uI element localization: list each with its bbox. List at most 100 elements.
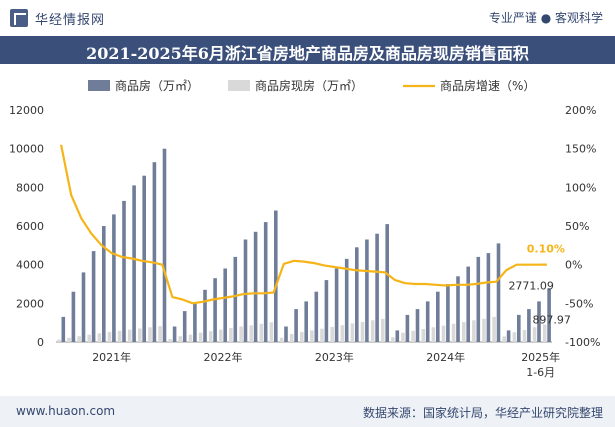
primary-bar xyxy=(142,175,146,342)
secondary-bar xyxy=(391,337,395,342)
logo-icon xyxy=(10,9,28,27)
primary-bar xyxy=(304,301,308,342)
primary-bar xyxy=(233,256,238,342)
brand-name: 华经情报网 xyxy=(35,13,106,28)
secondary-bar xyxy=(117,330,122,342)
chart-title: 2021-2025年6月浙江省房地产商品房及商品房现房销售面积 xyxy=(86,44,529,63)
secondary-bar xyxy=(350,323,355,342)
primary-bar xyxy=(263,222,268,342)
primary-bar xyxy=(517,314,521,342)
primary-bar xyxy=(355,247,359,342)
secondary-bar xyxy=(239,326,243,342)
primary-bar xyxy=(152,162,157,342)
y-right-tick-label: 150% xyxy=(565,143,596,156)
y-left-tick-label: 12000 xyxy=(9,104,44,117)
secondary-bar xyxy=(249,325,253,342)
secondary-bar xyxy=(320,328,324,342)
secondary-bar xyxy=(158,326,162,342)
x-tick-label: 2021年 xyxy=(92,350,131,364)
secondary-bar xyxy=(330,326,334,342)
secondary-bar xyxy=(360,321,365,342)
secondary-bar xyxy=(542,324,547,342)
secondary-bar xyxy=(97,333,102,342)
primary-bar xyxy=(395,330,400,342)
y-right-tick-label: 0% xyxy=(565,259,582,272)
secondary-bar xyxy=(401,332,405,342)
primary-bar xyxy=(314,291,319,342)
secondary-bar xyxy=(229,328,233,342)
primary-bar xyxy=(385,224,389,342)
primary-bar xyxy=(243,239,248,342)
primary-bar xyxy=(537,301,541,342)
secondary-bar xyxy=(462,322,466,342)
legend-label-secondary: 商品房现房（万㎡） xyxy=(255,78,363,93)
y-right-tick-label: 200% xyxy=(565,104,596,117)
primary-bar xyxy=(71,291,76,342)
primary-bar xyxy=(506,330,511,342)
x-tick-label: 1-6月 xyxy=(526,366,555,379)
secondary-bar xyxy=(219,329,223,342)
secondary-bar xyxy=(67,337,71,342)
primary-bar xyxy=(102,226,106,342)
primary-bar xyxy=(415,309,420,342)
secondary-bar xyxy=(411,330,415,342)
primary-bar xyxy=(223,268,227,342)
secondary-bar xyxy=(289,333,294,342)
x-tick-label: 2022年 xyxy=(204,350,243,364)
secondary-bar xyxy=(148,327,152,342)
primary-bar xyxy=(446,284,450,342)
y-right-tick-label: 50% xyxy=(565,220,589,233)
primary-bar xyxy=(61,316,66,342)
legend-label-growth: 商品房增速（%） xyxy=(440,78,535,93)
secondary-bar xyxy=(57,339,61,342)
secondary-bar xyxy=(300,331,304,342)
secondary-bar xyxy=(522,330,527,342)
secondary-bar xyxy=(188,334,193,342)
primary-bar xyxy=(456,276,460,342)
secondary-bar xyxy=(421,329,426,342)
primary-bar xyxy=(91,251,96,342)
primary-bar xyxy=(284,326,288,342)
primary-bar xyxy=(213,278,217,342)
secondary-bar xyxy=(138,328,142,342)
secondary-bar xyxy=(451,323,456,342)
data-label-secondary: 897.97 xyxy=(532,314,571,327)
primary-bar xyxy=(132,185,136,342)
data-label-primary: 2771.09 xyxy=(508,279,554,292)
primary-bar xyxy=(294,309,298,342)
primary-bar xyxy=(324,280,329,342)
primary-bar xyxy=(344,258,349,342)
primary-bar xyxy=(81,272,86,342)
top-bar: 华经情报网 专业严谨 ● 客观科学 xyxy=(0,0,615,36)
y-left-tick-label: 4000 xyxy=(16,259,44,272)
y-left-tick-label: 8000 xyxy=(16,181,44,194)
secondary-bar xyxy=(492,316,496,342)
secondary-bar xyxy=(512,332,517,342)
secondary-bar xyxy=(532,327,537,342)
secondary-bar xyxy=(310,330,314,342)
x-tick-label: 2023年 xyxy=(315,350,354,364)
y-right-tick-label: -100% xyxy=(565,336,600,349)
secondary-bar xyxy=(107,331,112,342)
secondary-bar xyxy=(502,336,506,342)
primary-bar xyxy=(334,268,339,342)
primary-bar xyxy=(112,214,116,342)
primary-bar xyxy=(172,326,177,342)
secondary-bar xyxy=(370,320,375,342)
secondary-bar xyxy=(208,331,213,342)
secondary-bar xyxy=(340,325,345,342)
primary-bar xyxy=(162,148,167,342)
secondary-bar xyxy=(269,322,274,342)
primary-bar xyxy=(182,311,187,342)
primary-bar xyxy=(122,200,126,342)
primary-bar xyxy=(466,266,470,342)
y-right-tick-label: -50% xyxy=(565,297,593,310)
secondary-bar xyxy=(178,336,183,342)
primary-bar xyxy=(405,314,410,342)
legend-swatch-secondary xyxy=(228,80,250,91)
chart-area: 12000 10000 8000 6000 4000 2000 0 200% 150% 100% 5… xyxy=(9,78,600,379)
tagline: 专业严谨 ● 客观科学 xyxy=(488,11,603,25)
primary-bar xyxy=(486,253,491,342)
secondary-bar xyxy=(77,336,81,342)
secondary-bar xyxy=(168,339,172,342)
